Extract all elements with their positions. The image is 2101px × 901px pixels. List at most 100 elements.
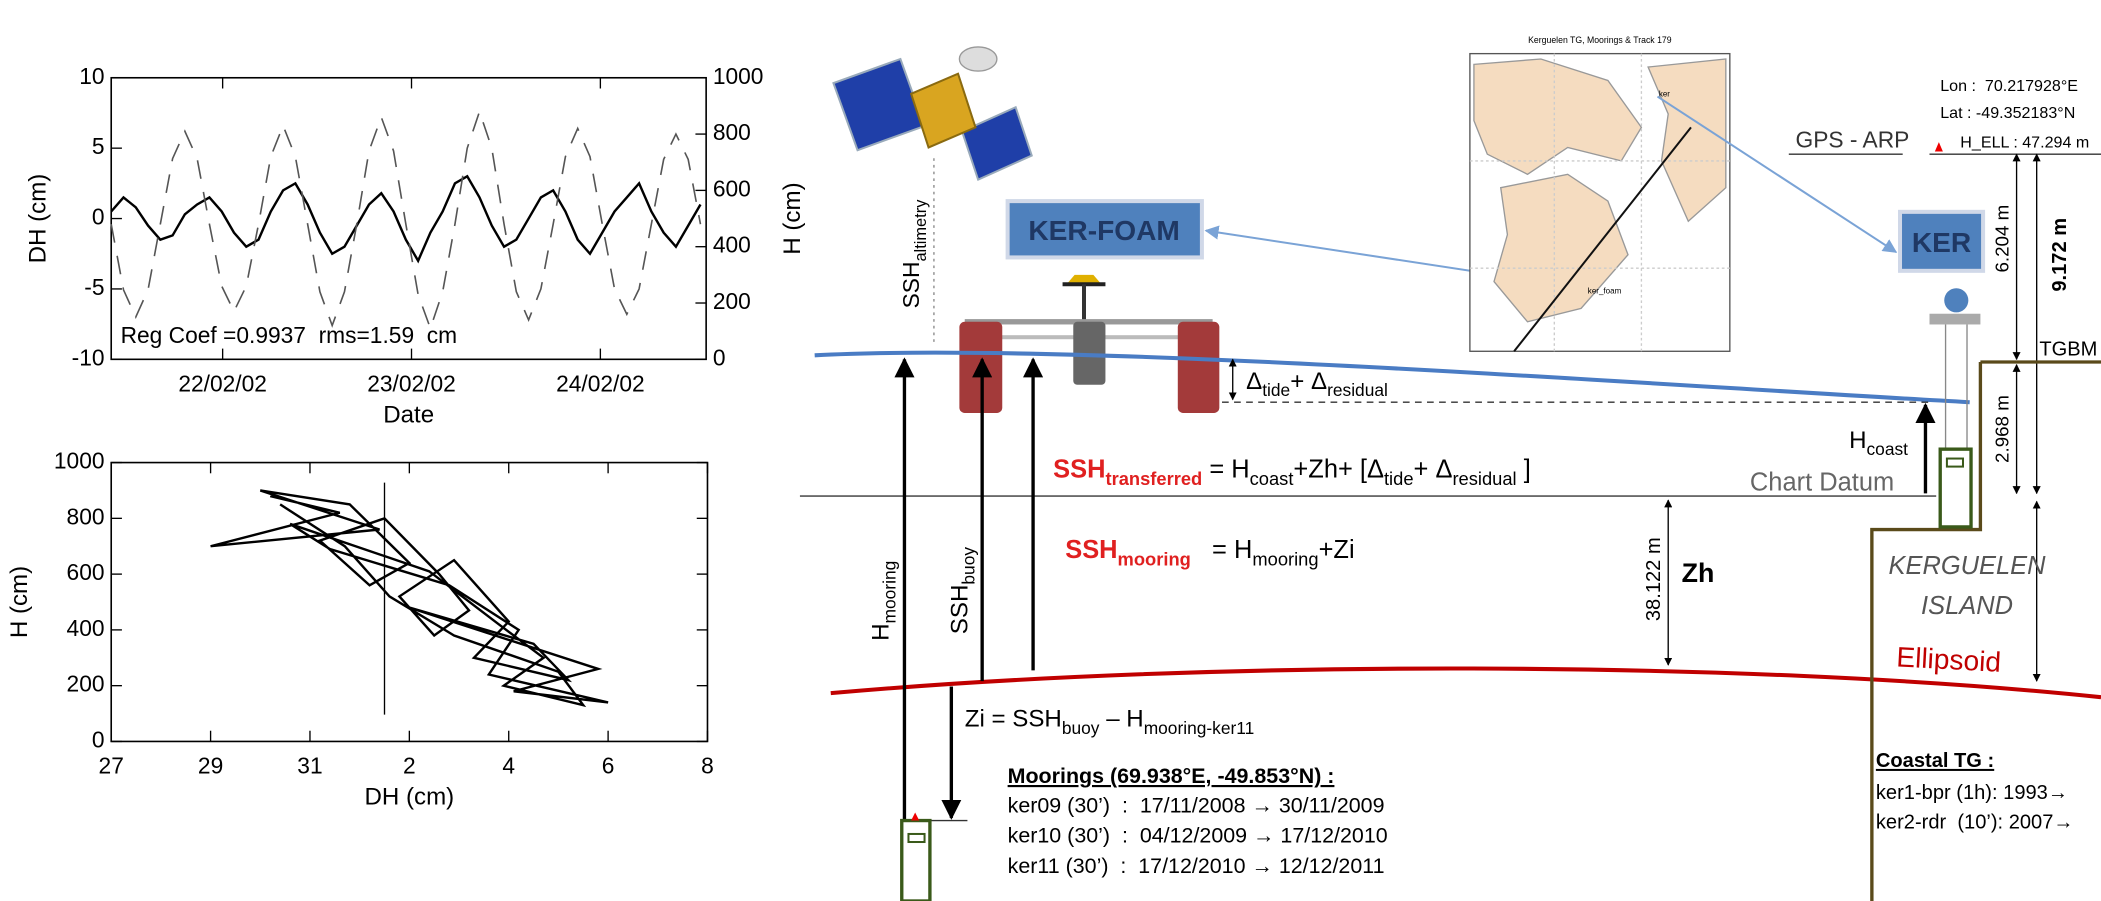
coastal-entry: ker2-rdr (10’): 2007→ — [1876, 812, 2074, 834]
y2-tick-label: 0 — [713, 344, 726, 370]
subscript: transferred — [1106, 468, 1203, 489]
y-tick-label: 400 — [67, 615, 105, 641]
y-axis-title: H (cm) — [6, 566, 33, 638]
y2-tick-label: 200 — [713, 288, 751, 314]
gauge-instrument — [1940, 449, 1971, 527]
x-tick-label: 29 — [198, 753, 223, 779]
text-part: +Zh+ [Δ — [1293, 455, 1384, 483]
mooring-entry: ker10 (30’) : 04/12/2009 → 17/12/2010 — [1008, 824, 1388, 848]
coastal-entry: ker1-bpr (1h): 1993→ — [1876, 782, 2068, 804]
y-tick-label: 0 — [92, 726, 105, 752]
mooring-sensor — [908, 834, 924, 842]
y-tick-label: 600 — [67, 559, 105, 585]
text-part: = H — [1202, 455, 1249, 483]
gps-marker — [1935, 142, 1943, 151]
altimetry-label: SSHaltimetry — [898, 199, 930, 309]
island-label: ISLAND — [1921, 592, 2013, 620]
subscript: mooring-ker11 — [1144, 718, 1255, 738]
x-tick-label: 23/02/02 — [367, 370, 456, 396]
x-axis-title: DH (cm) — [365, 783, 455, 810]
tide-label: Δtide+ Δresidual — [1246, 368, 1388, 400]
dimension-label: 2.968 m — [1992, 395, 2013, 463]
y-tick-label: 200 — [67, 671, 105, 697]
mooring-entry: ker11 (30’) : 17/12/2010 → 12/12/2011 — [1008, 854, 1385, 878]
text-part: + Δ — [1290, 368, 1327, 395]
y-tick-label: 1000 — [54, 448, 105, 474]
satellite-dish — [959, 47, 997, 71]
chart-datum-label: Chart Datum — [1750, 469, 1894, 497]
plot-frame — [111, 463, 707, 742]
y2-tick-label: 400 — [713, 232, 751, 258]
subscript: coast — [1867, 439, 1909, 459]
y-tick-label: 5 — [92, 133, 105, 159]
dimension-label: 6.204 m — [1992, 205, 2013, 273]
x-tick-label: 6 — [602, 753, 615, 779]
solar-panel — [833, 59, 924, 150]
subscript: mooring — [1252, 548, 1318, 569]
map-title: Kerguelen TG, Moorings & Track 179 — [1528, 35, 1672, 45]
subscript: buoy — [959, 547, 979, 585]
x-tick-label: 27 — [99, 753, 124, 779]
text-part: H — [867, 623, 894, 640]
y2-tick-label: 1000 — [713, 63, 764, 89]
moorings-title: Moorings (69.938°E, -49.853°N) : — [1008, 764, 1335, 788]
x-tick-label: 31 — [297, 753, 322, 779]
h-coast-label: Hcoast — [1849, 427, 1908, 459]
box-label: KER — [1912, 227, 1971, 258]
island-label: KERGUELEN — [1889, 552, 2047, 580]
x-tick-label: 24/02/02 — [556, 370, 645, 396]
y-axis-title: DH (cm) — [25, 174, 52, 264]
x-tick-label: 22/02/02 — [178, 370, 267, 396]
subscript: mooring — [880, 561, 900, 624]
x-axis-title: Date — [383, 401, 434, 428]
text-part: +Zi — [1319, 536, 1355, 564]
coordinate: H_ELL : 47.294 m — [1960, 133, 2089, 151]
coastal-title: Coastal TG : — [1876, 750, 1994, 772]
text-part: + Δ — [1414, 455, 1453, 483]
text-part: SSH — [1065, 536, 1117, 564]
subscript: tide — [1262, 380, 1290, 400]
equation: SSHmooring = Hmooring+Zi — [1065, 536, 1354, 570]
subscript: buoy — [1062, 718, 1100, 738]
subscript: residual — [1452, 468, 1516, 489]
subscript: mooring — [1118, 548, 1191, 569]
y-tick-label: 800 — [67, 503, 105, 529]
coordinate: Lon : 70.217928°E — [1940, 77, 2078, 95]
data-line — [211, 490, 609, 705]
text-part: = H — [1191, 536, 1253, 564]
subscript: coast — [1250, 468, 1294, 489]
figure: 22/02/0223/02/0224/02/02-10-505100200400… — [0, 0, 2101, 901]
buoy-float — [1178, 322, 1220, 413]
coordinate: Lat : -49.352183°N — [1940, 104, 2075, 122]
text-part: H — [1849, 427, 1866, 454]
text-part: Δ — [1246, 368, 1262, 395]
x-tick-label: 2 — [403, 753, 416, 779]
x-tick-label: 4 — [502, 753, 515, 779]
data-line — [111, 112, 700, 329]
y2-axis-title: H (cm) — [779, 182, 806, 254]
y-tick-label: 0 — [92, 204, 105, 230]
mooring-entry: ker09 (30’) : 17/11/2008 → 30/11/2009 — [1008, 794, 1385, 818]
text-part: SSH — [1053, 455, 1105, 483]
plot-frame — [111, 78, 706, 360]
y-tick-label: -10 — [72, 344, 105, 370]
dimension-label: 38.122 m — [1643, 537, 1665, 621]
map-label: ker — [1659, 90, 1670, 99]
zi-equation: Zi = SSHbuoy – Hmooring-ker11 — [965, 706, 1255, 738]
text-part: Zi = SSH — [965, 706, 1062, 733]
zh-label: Zh — [1682, 558, 1715, 588]
box-label: KER-FOAM — [1028, 215, 1179, 246]
y2-tick-label: 600 — [713, 175, 751, 201]
h-mooring-label: Hmooring — [867, 561, 899, 641]
text-part: SSH — [898, 262, 924, 309]
dimension-label: 9.172 m — [2049, 218, 2071, 292]
map — [1470, 54, 1730, 352]
ellipsoid-label: Ellipsoid — [1896, 641, 2002, 677]
text-part: – H — [1099, 706, 1143, 733]
subscript: residual — [1327, 380, 1388, 400]
gps-label: GPS - ARP — [1795, 126, 1909, 152]
map-label: ker_foam — [1588, 287, 1622, 296]
subscript: tide — [1384, 468, 1414, 489]
ssh-buoy-label: SSHbuoy — [946, 547, 978, 635]
subscript: altimetry — [912, 199, 930, 262]
